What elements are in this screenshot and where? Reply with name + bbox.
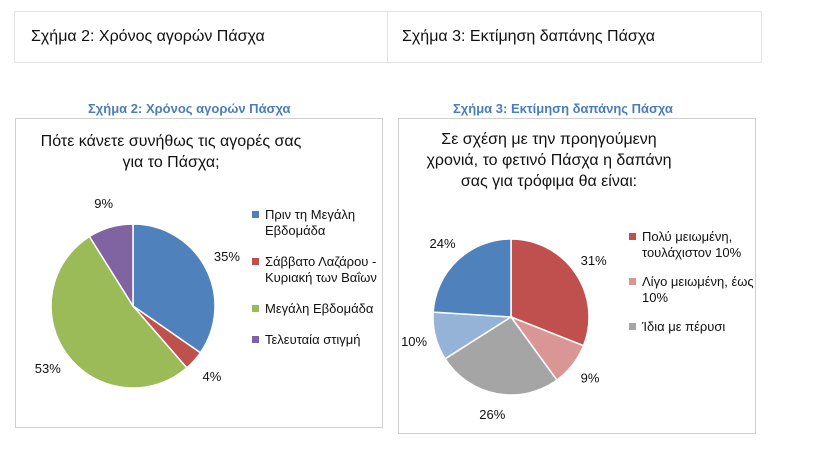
legend-item: Πολύ μειωμένη, τουλάχιστον 10% bbox=[629, 229, 754, 261]
chart-title-line: Σε σχέση με την προηγούμενη bbox=[441, 131, 657, 148]
pie-slice-value-label: 4% bbox=[203, 369, 222, 384]
pie-slice bbox=[132, 223, 216, 354]
pie-chart: 35% 4% 53% 9% bbox=[35, 196, 240, 389]
pie-slice bbox=[432, 238, 512, 318]
legend-swatch bbox=[252, 305, 259, 312]
legend-swatch bbox=[629, 278, 636, 285]
pie-slice bbox=[88, 223, 134, 309]
chart-legend: Πριν τη Μεγάλη Εβδομάδα Σάββατο Λαζάρου -… bbox=[252, 207, 377, 363]
legend-swatch bbox=[629, 323, 636, 330]
legend-label: Τελευταία στιγμή bbox=[265, 332, 361, 347]
pie-slice-value-label: 24% bbox=[429, 236, 455, 251]
pie-slice-value-label: 35% bbox=[214, 249, 240, 264]
legend-label: Σάββατο Λαζάρου - Κυριακή των Βαΐων bbox=[265, 254, 377, 285]
figure-3-caption: Σχήμα 3: Εκτίμηση δαπάνης Πάσχα bbox=[453, 101, 673, 116]
pie-slice-value-label: 9% bbox=[94, 196, 113, 211]
legend-swatch bbox=[252, 211, 259, 218]
pie-slice-value-label: 53% bbox=[35, 361, 61, 376]
legend-item: Μεγάλη Εβδομάδα bbox=[252, 301, 377, 317]
header-cell-figure-3: Σχήμα 3: Εκτίμηση δαπάνης Πάσχα bbox=[402, 28, 655, 45]
pie-slice-value-label: 31% bbox=[581, 253, 607, 268]
legend-label: Πριν τη Μεγάλη Εβδομάδα bbox=[265, 207, 356, 238]
chart-title-line: χρονιά, το φετινό Πάσχα η δαπάνη bbox=[426, 152, 672, 169]
pie-slice bbox=[510, 238, 590, 347]
legend-item: Πριν τη Μεγάλη Εβδομάδα bbox=[252, 207, 377, 239]
pie-slice-value-label: 10% bbox=[401, 334, 427, 349]
pie-slice-value-label: 9% bbox=[581, 370, 600, 385]
legend-label: Πολύ μειωμένη, τουλάχιστον 10% bbox=[642, 229, 742, 260]
legend-item: Σάββατο Λαζάρου - Κυριακή των Βαΐων bbox=[252, 254, 377, 286]
legend-label: Ίδια με πέρυσι bbox=[642, 319, 726, 334]
purchase-timing-chart: Πότε κάνετε συνήθως τις αγορές σας για τ… bbox=[15, 118, 383, 428]
chart-title: Πότε κάνετε συνήθως τις αγορές σας για τ… bbox=[16, 131, 326, 173]
legend-label: Μεγάλη Εβδομάδα bbox=[265, 301, 374, 316]
pie-chart: 31% 9% 26% 10% 24% bbox=[401, 236, 607, 422]
header-cell-figure-2: Σχήμα 2: Χρόνος αγορών Πάσχα bbox=[15, 12, 388, 62]
pie-slice-value-label: 26% bbox=[479, 407, 505, 422]
legend-item: Λίγο μειωμένη, έως 10% bbox=[629, 274, 754, 306]
spending-estimate-chart: Σε σχέση με την προηγούμενη χρονιά, το φ… bbox=[398, 118, 756, 434]
pie-slice bbox=[444, 315, 558, 396]
chart-title-line: για το Πάσχα; bbox=[122, 154, 220, 171]
chart-title-line: σας για τρόφιμα θα είναι: bbox=[460, 173, 638, 190]
legend-swatch bbox=[252, 258, 259, 265]
chart-title: Σε σχέση με την προηγούμενη χρονιά, το φ… bbox=[399, 129, 699, 192]
legend-swatch bbox=[629, 233, 636, 240]
legend-label: Λίγο μειωμένη, έως 10% bbox=[642, 274, 754, 305]
figure-2-caption: Σχήμα 2: Χρόνος αγορών Πάσχα bbox=[88, 101, 291, 116]
legend-item: Ίδια με πέρυσι bbox=[629, 319, 754, 335]
chart-legend: Πολύ μειωμένη, τουλάχιστον 10% Λίγο μειωμ… bbox=[629, 229, 754, 348]
legend-item: Τελευταία στιγμή bbox=[252, 332, 377, 348]
header-table: Σχήμα 2: Χρόνος αγορών Πάσχα Σχήμα 3: Εκ… bbox=[14, 11, 762, 63]
pie-slice bbox=[50, 235, 188, 389]
chart-title-line: Πότε κάνετε συνήθως τις αγορές σας bbox=[40, 133, 302, 150]
legend-swatch bbox=[252, 336, 259, 343]
